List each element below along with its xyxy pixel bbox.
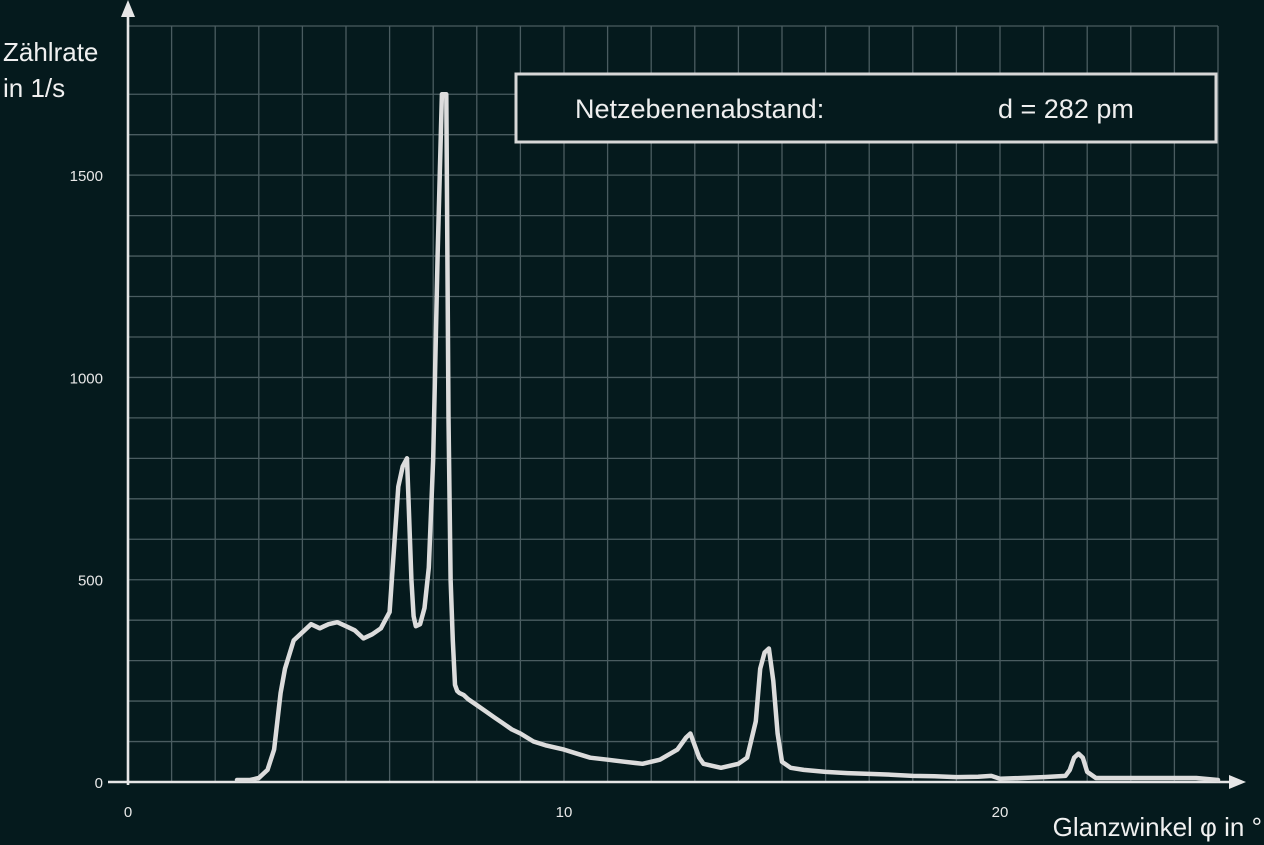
info-box-value: d = 282 pm (998, 94, 1134, 124)
x-tick-label: 20 (992, 804, 1009, 821)
chart-grid (127, 25, 1219, 782)
y-axis-arrow-icon (121, 0, 135, 17)
y-axis-title-line2: in 1/s (3, 73, 65, 103)
y-tick-label: 1500 (70, 168, 103, 185)
y-tick-label: 0 (95, 775, 103, 792)
y-axis-title-line1: Zählrate (3, 37, 98, 67)
info-box: Netzebenenabstand: d = 282 pm (514, 72, 1218, 144)
info-box-frame (514, 72, 1218, 144)
y-tick-label: 500 (78, 573, 103, 590)
chart-axes (108, 0, 1246, 789)
chart-tick-labels: 0 10 20 0 500 1000 1500 (70, 168, 1009, 821)
x-axis-title: Glanzwinkel φ in ° (1053, 812, 1262, 842)
y-tick-label: 1000 (70, 370, 103, 387)
x-axis-arrow-icon (1229, 775, 1246, 789)
x-tick-label: 10 (556, 804, 573, 821)
info-box-label: Netzebenenabstand: (575, 94, 824, 124)
series-line (234, 91, 1221, 783)
chart-series (234, 91, 1221, 783)
x-tick-label: 0 (124, 804, 132, 821)
